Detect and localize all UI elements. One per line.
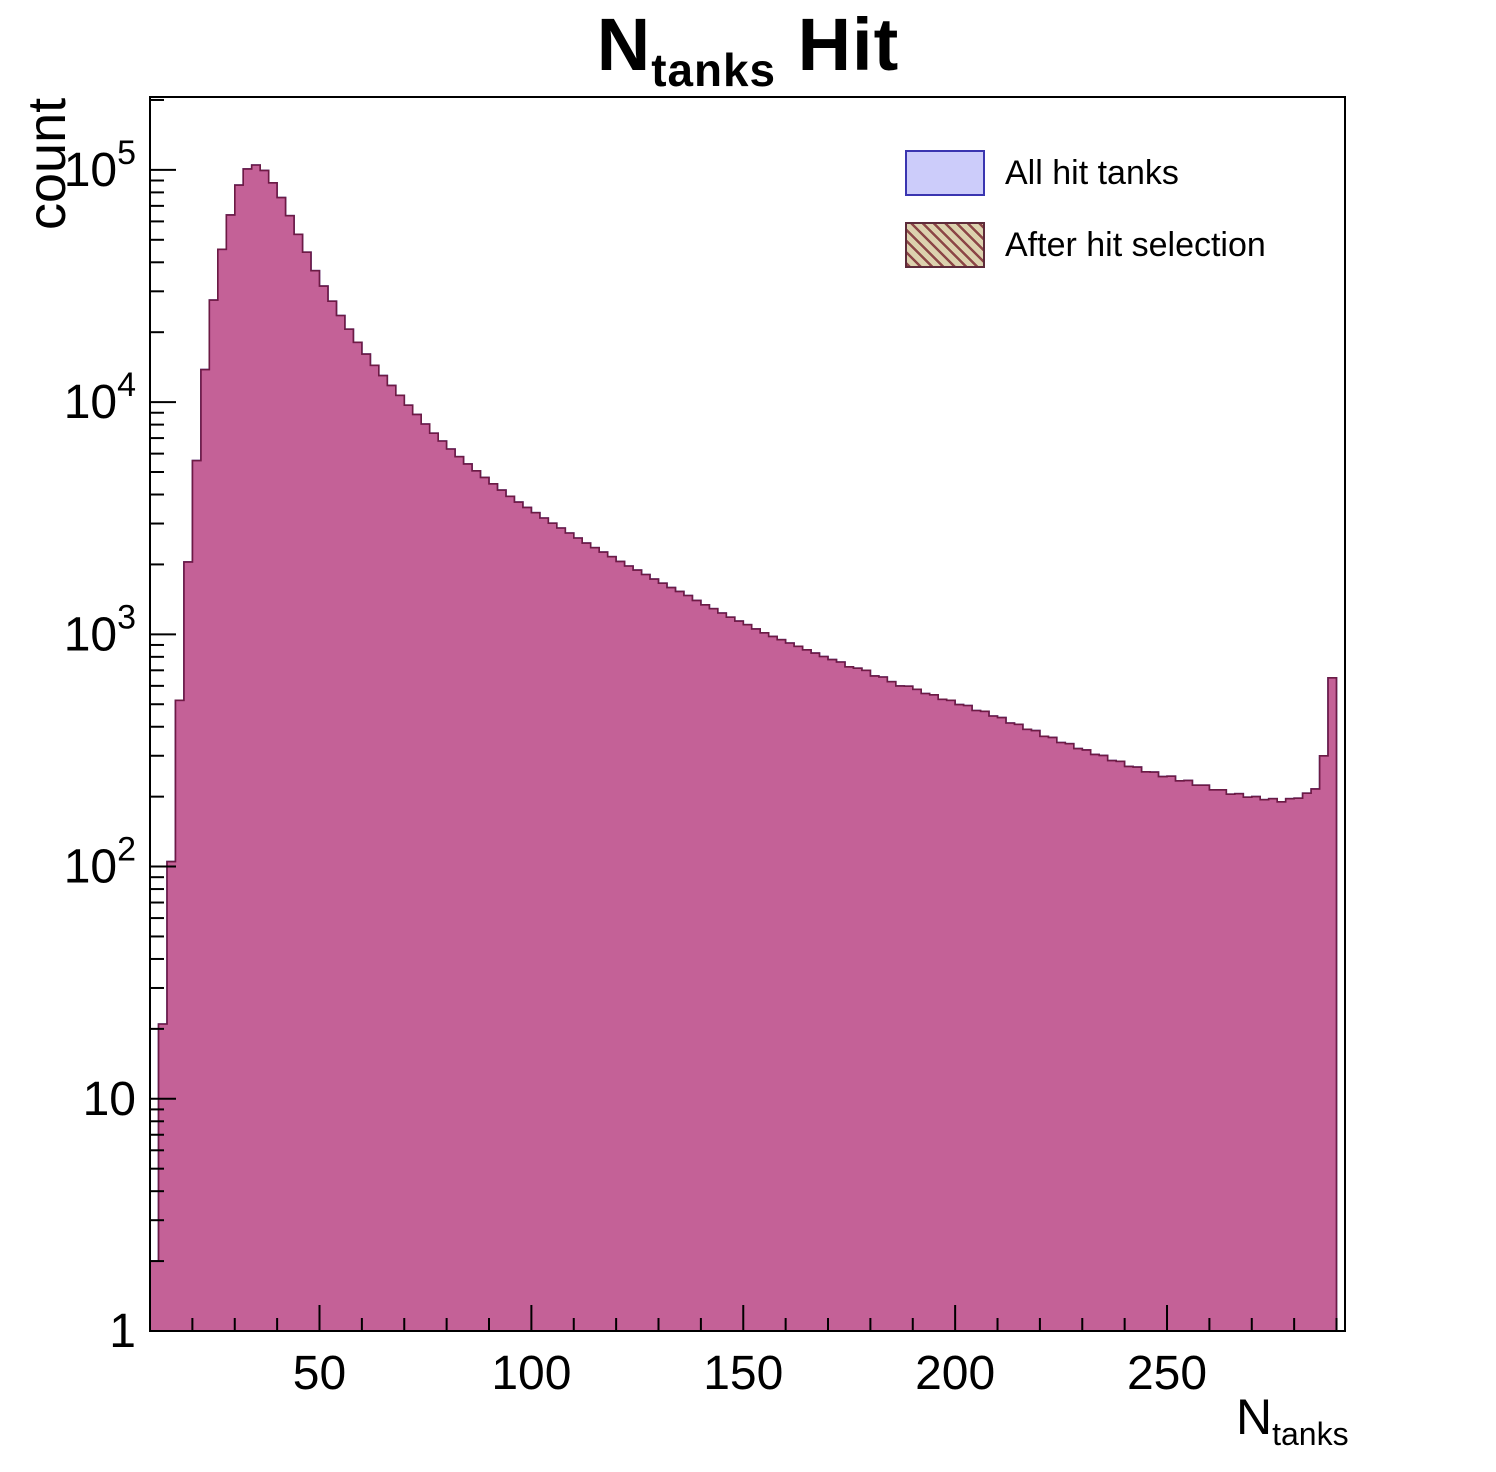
chart-title-subscript: tanks xyxy=(651,43,777,96)
legend-item-all-hit-tanks: All hit tanks xyxy=(905,150,1266,196)
x-tick-label: 100 xyxy=(491,1347,571,1400)
chart-title: Ntanks Hit xyxy=(0,2,1496,93)
y-tick-label: 105 xyxy=(64,134,136,197)
x-axis-title-main: N xyxy=(1236,1389,1273,1445)
chart-title-rest: Hit xyxy=(776,3,900,86)
x-tick-label: 150 xyxy=(703,1347,783,1400)
chart-title-main: N xyxy=(596,3,652,86)
legend-swatch-all-hit-tanks xyxy=(905,150,985,196)
y-tick-label: 102 xyxy=(64,831,136,894)
y-axis-title: count xyxy=(17,97,77,230)
y-tick-label: 104 xyxy=(64,366,136,429)
y-tick-label: 1 xyxy=(109,1305,136,1358)
x-axis-title-subscript: tanks xyxy=(1272,1416,1349,1452)
x-axis-title: Ntanks xyxy=(1236,1388,1349,1450)
legend-label-all-hit-tanks: All hit tanks xyxy=(1005,153,1179,192)
legend-label-after-hit-selection: After hit selection xyxy=(1005,225,1266,264)
legend-swatch-after-hit-selection xyxy=(905,222,985,268)
y-tick-label: 103 xyxy=(64,598,136,661)
x-tick-label: 200 xyxy=(915,1347,995,1400)
legend-item-after-hit-selection: After hit selection xyxy=(905,222,1266,268)
legend: All hit tanks After hit selection xyxy=(905,150,1266,268)
y-tick-label: 10 xyxy=(83,1073,136,1126)
plot-frame xyxy=(149,96,1346,1332)
x-tick-label: 50 xyxy=(293,1347,346,1400)
x-tick-label: 250 xyxy=(1127,1347,1207,1400)
histogram-after-hit-selection xyxy=(149,164,1338,1332)
